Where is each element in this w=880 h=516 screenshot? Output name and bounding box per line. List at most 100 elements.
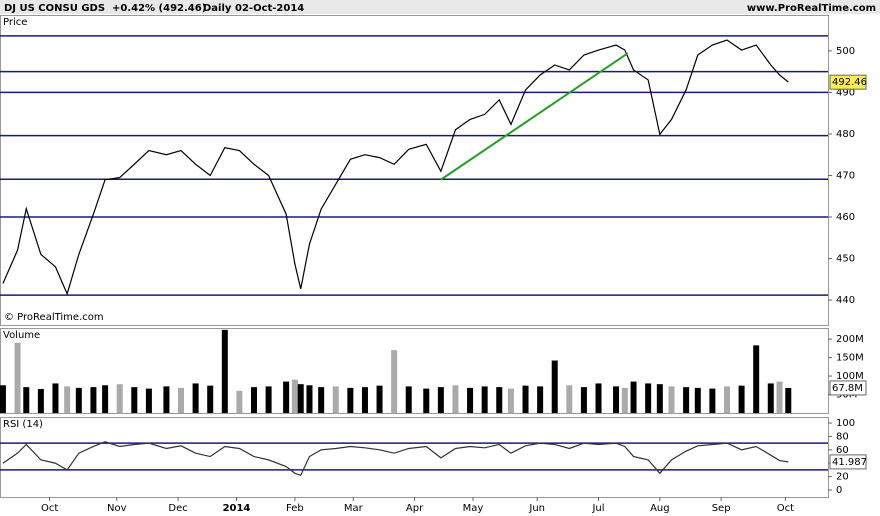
volume-bar xyxy=(361,387,368,413)
x-tick-label: Oct xyxy=(41,503,58,514)
volume-bar xyxy=(207,385,214,413)
y-tick-label: 500 xyxy=(836,46,855,57)
y-tick-label: 450 xyxy=(836,254,855,265)
y-tick-label: 470 xyxy=(836,170,855,181)
volume-bar xyxy=(481,386,488,413)
panel-frame xyxy=(0,328,829,414)
x-tick-label: May xyxy=(463,503,484,514)
volume-bar xyxy=(753,345,760,413)
volume-bar xyxy=(23,387,30,413)
volume-bar xyxy=(145,388,152,413)
volume-bar xyxy=(251,387,258,413)
last-label: 67.8M xyxy=(832,383,863,394)
series-line xyxy=(2,39,789,296)
date: 02-Oct-2014 xyxy=(235,3,304,14)
last-label: 41.987 xyxy=(832,457,867,468)
y-tick-label: 200M xyxy=(836,334,864,345)
volume-bar xyxy=(332,386,339,413)
x-tick-label: Aug xyxy=(650,503,670,514)
volume-bar xyxy=(116,384,123,413)
volume-bar xyxy=(645,383,652,413)
volume-bar xyxy=(656,384,663,413)
y-tick-label: 490 xyxy=(836,87,855,98)
period: Daily xyxy=(203,3,232,14)
trend-line xyxy=(440,52,629,181)
volume-bar xyxy=(709,388,716,413)
volume-bar xyxy=(14,342,21,413)
x-tick-label: Oct xyxy=(777,503,794,514)
volume-bar xyxy=(723,386,730,413)
volume-bar xyxy=(551,360,558,413)
panel-frame xyxy=(0,417,829,498)
volume-bar xyxy=(694,387,701,413)
volume-bar xyxy=(297,384,304,413)
volume-bar xyxy=(507,388,514,413)
y-tick-label: 100M xyxy=(836,371,864,382)
volume-bar xyxy=(0,385,6,413)
copyright: © ProRealTime.com xyxy=(4,312,104,323)
x-tick-label: Sep xyxy=(712,503,731,514)
volume-bar xyxy=(423,388,430,413)
volume-bar xyxy=(452,385,459,413)
site: www.ProRealTime.com xyxy=(747,3,876,14)
x-tick-label: Apr xyxy=(406,503,424,514)
volume-bar xyxy=(467,387,474,413)
volume-bar xyxy=(52,383,59,413)
volume-bar xyxy=(291,379,298,413)
volume-bar xyxy=(37,388,44,413)
last-tag xyxy=(829,74,867,90)
volume-bar xyxy=(192,383,199,413)
header-bar xyxy=(0,0,880,14)
volume-bar xyxy=(90,387,97,413)
volume-bar xyxy=(566,385,573,413)
y-tick-label: 150M xyxy=(836,353,864,364)
volume-bar xyxy=(163,386,170,413)
y-tick-label: 20 xyxy=(836,472,849,483)
panel-label: Volume xyxy=(3,330,40,341)
volume-bar xyxy=(236,390,243,413)
last-label: 492.46 xyxy=(832,77,867,88)
volume-bar xyxy=(376,385,383,413)
x-tick-label: Jul xyxy=(591,503,604,514)
y-tick-label: 0 xyxy=(836,485,842,496)
y-tick-label: 80 xyxy=(836,431,849,442)
volume-bar xyxy=(178,387,185,413)
volume-bar xyxy=(683,387,690,413)
volume-bar xyxy=(738,385,745,413)
volume-bar xyxy=(347,387,354,413)
volume-bar xyxy=(318,387,325,413)
panel-frame xyxy=(0,15,829,326)
volume-bar xyxy=(306,385,313,413)
volume-bar xyxy=(496,387,503,413)
volume-bar xyxy=(102,385,109,413)
volume-bar xyxy=(283,381,290,413)
volume-bar xyxy=(437,387,444,413)
last-tag xyxy=(829,454,867,470)
volume-bar xyxy=(595,383,602,413)
series-line xyxy=(2,441,789,477)
y-tick-label: 440 xyxy=(836,295,855,306)
volume-bar xyxy=(630,381,637,413)
volume-bar xyxy=(391,350,398,413)
y-tick-label: 460 xyxy=(836,212,855,223)
volume-bar xyxy=(776,381,783,413)
volume-bar xyxy=(580,387,587,413)
title: DJ US CONSU GDS xyxy=(4,3,105,14)
volume-bar xyxy=(537,386,544,413)
volume-bar xyxy=(405,386,412,413)
x-tick-label: Dec xyxy=(168,503,187,514)
change: +0.42% (492.46) xyxy=(112,3,206,14)
volume-bar xyxy=(767,383,774,413)
panel-label: Price xyxy=(3,17,27,28)
volume-bar xyxy=(64,386,71,413)
volume-bar xyxy=(613,386,620,413)
y-tick-label: 480 xyxy=(836,129,855,140)
y-tick-label: 100 xyxy=(836,418,855,429)
volume-bar xyxy=(221,329,228,413)
x-tick-label: Feb xyxy=(286,503,304,514)
volume-bar xyxy=(621,387,628,413)
volume-bar xyxy=(265,386,272,413)
y-tick-label: 60 xyxy=(836,445,849,456)
volume-bar xyxy=(75,387,82,413)
x-tick-label: Nov xyxy=(107,503,127,514)
